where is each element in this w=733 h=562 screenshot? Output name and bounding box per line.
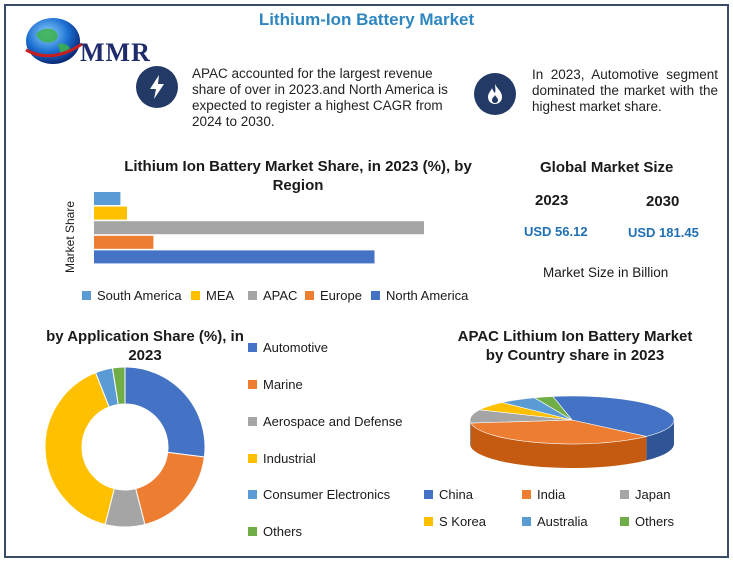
donut-slice-automotive: [124, 366, 206, 458]
apac-chart-title: APAC Lithium Ion Battery Market by Count…: [457, 328, 693, 364]
apac-legend-others: Others: [620, 514, 674, 529]
pie-side-walls: [470, 419, 674, 468]
apac-legend-label: Australia: [537, 514, 588, 529]
apac-legend-swatch: [620, 490, 629, 499]
region-legend-label: South America: [97, 288, 182, 303]
region-legend-label: MEA: [206, 288, 235, 303]
application-legend-industrial: Industrial: [248, 451, 316, 466]
region-legend-swatch: [305, 291, 314, 300]
region-legend-label: North America: [386, 288, 469, 303]
apac-legend-swatch: [620, 517, 629, 526]
application-legend-consumer-electronics: Consumer Electronics: [248, 487, 390, 502]
apac-legend-swatch: [522, 517, 531, 526]
application-legend-label: Consumer Electronics: [263, 487, 391, 502]
application-legend-swatch: [248, 527, 257, 536]
year-2023-label: 2023: [535, 192, 569, 209]
apac-legend-s-korea: S Korea: [424, 514, 486, 529]
application-legend-marine: Marine: [248, 377, 303, 392]
region-legend-europe: Europe: [305, 288, 362, 303]
application-legend-swatch: [248, 454, 257, 463]
donut-slice-marine: [135, 451, 205, 526]
apac-legend-label: Others: [635, 514, 675, 529]
region-legend-north-america: North America: [371, 288, 468, 303]
page-title: Lithium-Ion Battery Market: [258, 10, 475, 29]
apac-legend-label: China: [439, 487, 473, 502]
pie-side-china: [646, 420, 674, 461]
region-legend-swatch: [191, 291, 200, 300]
application-legend-aerospace-and-defense: Aerospace and Defense: [248, 414, 402, 429]
donut-slice-industrial: [44, 371, 115, 526]
application-legend-label: Aerospace and Defense: [263, 414, 403, 429]
value-2030: USD 181.45: [628, 225, 699, 240]
region-chart-title: Lithium Ion Battery Market Share, in 202…: [124, 158, 472, 194]
year-2030-label: 2030: [646, 193, 680, 210]
application-legend-label: Industrial: [263, 451, 316, 466]
apac-legend-label: Japan: [635, 487, 671, 502]
pie-slice-india: [470, 419, 647, 445]
apac-legend-india: India: [522, 487, 565, 502]
application-legend-swatch: [248, 490, 257, 499]
application-donut-chart: [44, 366, 206, 528]
region-legend-label: APAC: [263, 288, 298, 303]
logo-text: MMR: [80, 38, 151, 67]
application-legend-label: Automotive: [263, 340, 329, 355]
value-2023: USD 56.12: [524, 224, 588, 239]
region-legend-apac: APAC: [248, 288, 297, 303]
region-legend-south-america: South America: [82, 288, 182, 303]
bar-mea: [94, 206, 127, 220]
donut-slice-others: [111, 366, 126, 406]
lightning-icon: [136, 66, 178, 108]
infographic-frame: [4, 4, 729, 558]
application-legend-label: Marine: [263, 377, 303, 392]
application-legend-automotive: Automotive: [248, 340, 328, 355]
apac-legend-china: China: [424, 487, 473, 502]
global-market-title: Global Market Size: [540, 159, 674, 176]
application-legend-label: Others: [263, 524, 303, 539]
bar-europe: [94, 235, 154, 249]
bar-south-america: [94, 192, 121, 205]
apac-legend-label: India: [537, 487, 566, 502]
market-unit-note: Market Size in Billion: [543, 265, 669, 280]
application-legend-swatch: [248, 380, 257, 389]
application-legend-swatch: [248, 343, 257, 352]
apac-legend-label: S Korea: [439, 514, 486, 529]
application-chart-title: by Application Share (%), in 2023: [46, 328, 244, 364]
apac-legend-swatch: [424, 490, 433, 499]
info-right-text: In 2023, Automotive segment dominated th…: [532, 67, 718, 114]
apac-legend-australia: Australia: [522, 514, 588, 529]
pie-slice-china: [552, 395, 675, 437]
region-bar-chart: [94, 192, 424, 264]
region-legend-swatch: [371, 291, 380, 300]
apac-legend-japan: Japan: [620, 487, 670, 502]
apac-legend-swatch: [522, 490, 531, 499]
region-legend-swatch: [248, 291, 257, 300]
apac-legend-swatch: [424, 517, 433, 526]
flame-icon: [474, 73, 516, 115]
apac-pie-chart: [469, 395, 675, 468]
application-legend-others: Others: [248, 524, 302, 539]
region-chart-ylabel: Market Share: [63, 200, 77, 274]
application-legend-swatch: [248, 417, 257, 426]
globe-logo-icon: [25, 18, 83, 64]
info-left-text: APAC accounted for the largest revenue s…: [192, 66, 448, 129]
region-legend-label: Europe: [320, 288, 362, 303]
region-legend-mea: MEA: [191, 288, 234, 303]
pie-side-japan: [470, 419, 471, 448]
pie-slice-others: [533, 396, 573, 421]
pie-side-india: [470, 423, 647, 468]
bar-apac: [94, 221, 424, 235]
region-legend-swatch: [82, 291, 91, 300]
bar-north-america: [94, 250, 375, 264]
